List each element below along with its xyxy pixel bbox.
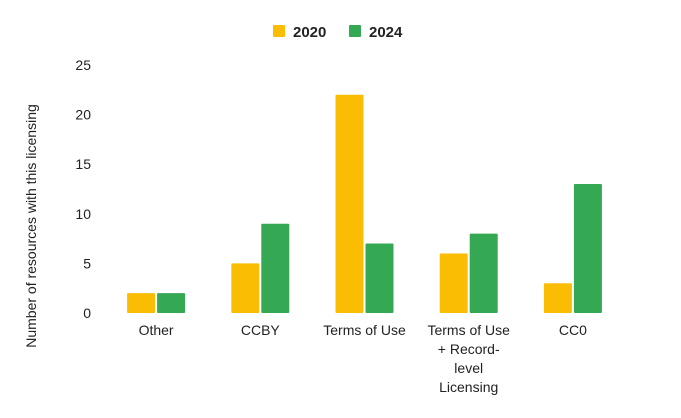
legend: 2020 2024 bbox=[273, 24, 403, 41]
y-tick-label: 5 bbox=[83, 255, 91, 271]
bar-2020-cc0 bbox=[543, 283, 572, 313]
y-axis-label: Number of resources with this licensing bbox=[23, 104, 39, 348]
legend-swatch-2020 bbox=[273, 25, 285, 37]
x-tick-label: Terms of Use bbox=[323, 322, 406, 338]
bars bbox=[127, 94, 602, 313]
bar-2024-terms-of-use bbox=[365, 243, 394, 313]
bar-2020-terms-of-use bbox=[335, 94, 364, 313]
y-tick-label: 0 bbox=[83, 305, 91, 321]
bar-2020-terms-of-use-record-level-licensing bbox=[439, 253, 468, 313]
legend-label: 2020 bbox=[293, 24, 326, 41]
y-tick-label: 10 bbox=[75, 206, 91, 222]
bar-2024-terms-of-use-record-level-licensing bbox=[469, 233, 498, 313]
y-tick-label: 20 bbox=[75, 107, 91, 123]
x-tick-label: Other bbox=[139, 322, 174, 338]
y-tick-label: 15 bbox=[75, 156, 91, 172]
x-tick-label: Terms of Use + Record-level Licensing bbox=[427, 322, 510, 395]
x-tick-label: CC0 bbox=[559, 322, 587, 338]
bar-2024-cc0 bbox=[573, 184, 602, 313]
bar-2020-other bbox=[127, 293, 156, 313]
bar-2020-ccby bbox=[231, 263, 260, 313]
legend-label: 2024 bbox=[369, 24, 403, 41]
bar-2024-ccby bbox=[261, 223, 290, 313]
x-axis-labels: Other CCBY Terms of Use Terms of Use + Recor… bbox=[139, 322, 588, 395]
legend-swatch-2024 bbox=[349, 25, 361, 37]
y-axis-ticks: 0 5 10 15 20 25 bbox=[75, 57, 91, 321]
bar-2024-other bbox=[157, 293, 186, 313]
y-tick-label: 25 bbox=[75, 57, 91, 73]
x-tick-label: CCBY bbox=[241, 322, 281, 338]
